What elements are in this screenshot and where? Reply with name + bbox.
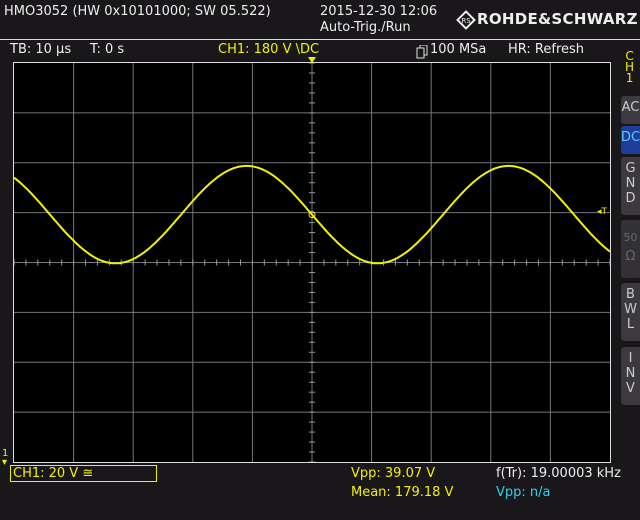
- ch1-vpp-measurement: Vpp: 39.07 V: [351, 466, 436, 481]
- waveform-display[interactable]: [13, 62, 611, 463]
- rs-diamond-icon: RS: [456, 10, 476, 30]
- ch1-mean-measurement: Mean: 179.18 V: [351, 485, 454, 500]
- trigger-level-marker[interactable]: ◂T: [597, 207, 608, 217]
- button-label: B: [626, 287, 635, 302]
- button-label: N: [625, 176, 636, 191]
- ground-level-marker[interactable]: 1 ▾: [2, 448, 9, 468]
- button-label: D: [625, 191, 636, 206]
- button-label: 50: [623, 231, 638, 244]
- button-label: W: [624, 302, 637, 317]
- channel-label-char: H: [625, 60, 635, 74]
- trigger-frequency-measurement: f(Tr): 19.00003 kHz: [496, 466, 621, 481]
- channel-label-char: C: [625, 49, 634, 63]
- acquisition-mode[interactable]: HR: Refresh: [508, 42, 585, 57]
- trigger-position-marker-icon[interactable]: [308, 57, 316, 63]
- device-info: HMO3052 (HW 0x10101000; SW 05.522): [4, 4, 271, 19]
- brand-name: ROHDE&SCHWARZ: [477, 10, 638, 28]
- button-label: V: [626, 381, 635, 396]
- button-label: C: [630, 100, 640, 115]
- impedance-50-ohm-button[interactable]: 50 Ω: [621, 220, 640, 278]
- button-label: I: [628, 351, 633, 366]
- svg-text:RS: RS: [461, 17, 471, 25]
- memory-stack-icon: [416, 44, 428, 63]
- rs-logo: RS: [456, 10, 476, 34]
- button-label: G: [625, 161, 636, 176]
- side-menu-channel-label: C H 1: [625, 49, 635, 85]
- header-divider: [0, 39, 640, 40]
- trigger-setting[interactable]: CH1: 180 V \DC: [218, 42, 320, 57]
- trigger-point-marker: [308, 211, 316, 219]
- button-label: D: [621, 130, 632, 145]
- sample-rate: 100 MSa: [430, 42, 487, 57]
- secondary-vpp-measurement: Vpp: n/a: [496, 485, 551, 500]
- ch1-waveform-trace: [14, 164, 610, 265]
- ch1-scale-box[interactable]: CH1: 20 V ≅: [10, 465, 157, 482]
- button-label: C: [631, 130, 640, 145]
- waveform-grid: [14, 63, 610, 462]
- timebase[interactable]: TB: 10 µs: [10, 42, 72, 57]
- trigger-time[interactable]: T: 0 s: [90, 42, 125, 57]
- ground-level-label: 1: [2, 448, 9, 459]
- coupling-ac-button[interactable]: AC: [621, 96, 640, 124]
- trigger-level-label: T: [601, 207, 608, 217]
- datetime: 2015-12-30 12:06: [320, 4, 438, 19]
- trigger-status: Auto-Trig./Run: [320, 20, 411, 35]
- button-label: A: [621, 100, 631, 115]
- coupling-dc-button[interactable]: DC: [621, 126, 640, 154]
- button-label: L: [626, 317, 635, 332]
- button-label: Ω: [625, 249, 636, 264]
- channel-label-char: 1: [625, 71, 634, 85]
- button-label: N: [625, 366, 636, 381]
